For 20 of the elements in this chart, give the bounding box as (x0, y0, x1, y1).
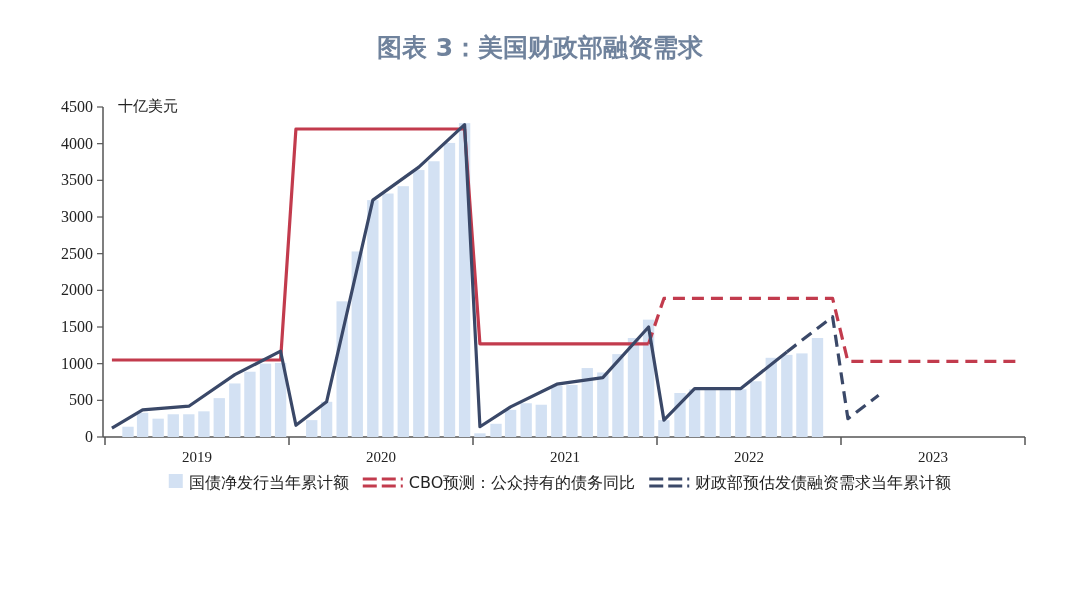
y-tick-label: 4000 (61, 134, 93, 152)
x-tick-label: 2023 (918, 449, 948, 465)
y-tick-label: 500 (69, 391, 93, 409)
y-tick-label: 2000 (61, 281, 93, 299)
legend-label: CBO预测：公众持有的债务同比 (408, 473, 636, 492)
x-tick-label: 2020 (366, 449, 396, 465)
x-tick-label: 2021 (550, 449, 580, 465)
x-tick-label: 2022 (734, 449, 764, 465)
y-tick-label: 1000 (61, 354, 93, 372)
y-tick-label: 0 (85, 428, 93, 445)
y-tick-label: 3000 (61, 208, 93, 225)
y-tick-label: 3500 (61, 171, 93, 189)
chart-title: 图表 3：美国财政部融资需求 (376, 33, 705, 62)
legend-label: 国债净发行当年累计额 (188, 473, 349, 492)
y-tick-label: 1500 (61, 318, 93, 335)
legend-label: 财政部预估发债融资需求当年累计额 (695, 473, 952, 492)
y-tick-label: 2500 (61, 244, 93, 262)
y-tick-label: 4500 (61, 98, 93, 115)
x-tick-label: 2019 (182, 449, 212, 465)
y-axis-title: 十亿美元 (118, 98, 178, 114)
